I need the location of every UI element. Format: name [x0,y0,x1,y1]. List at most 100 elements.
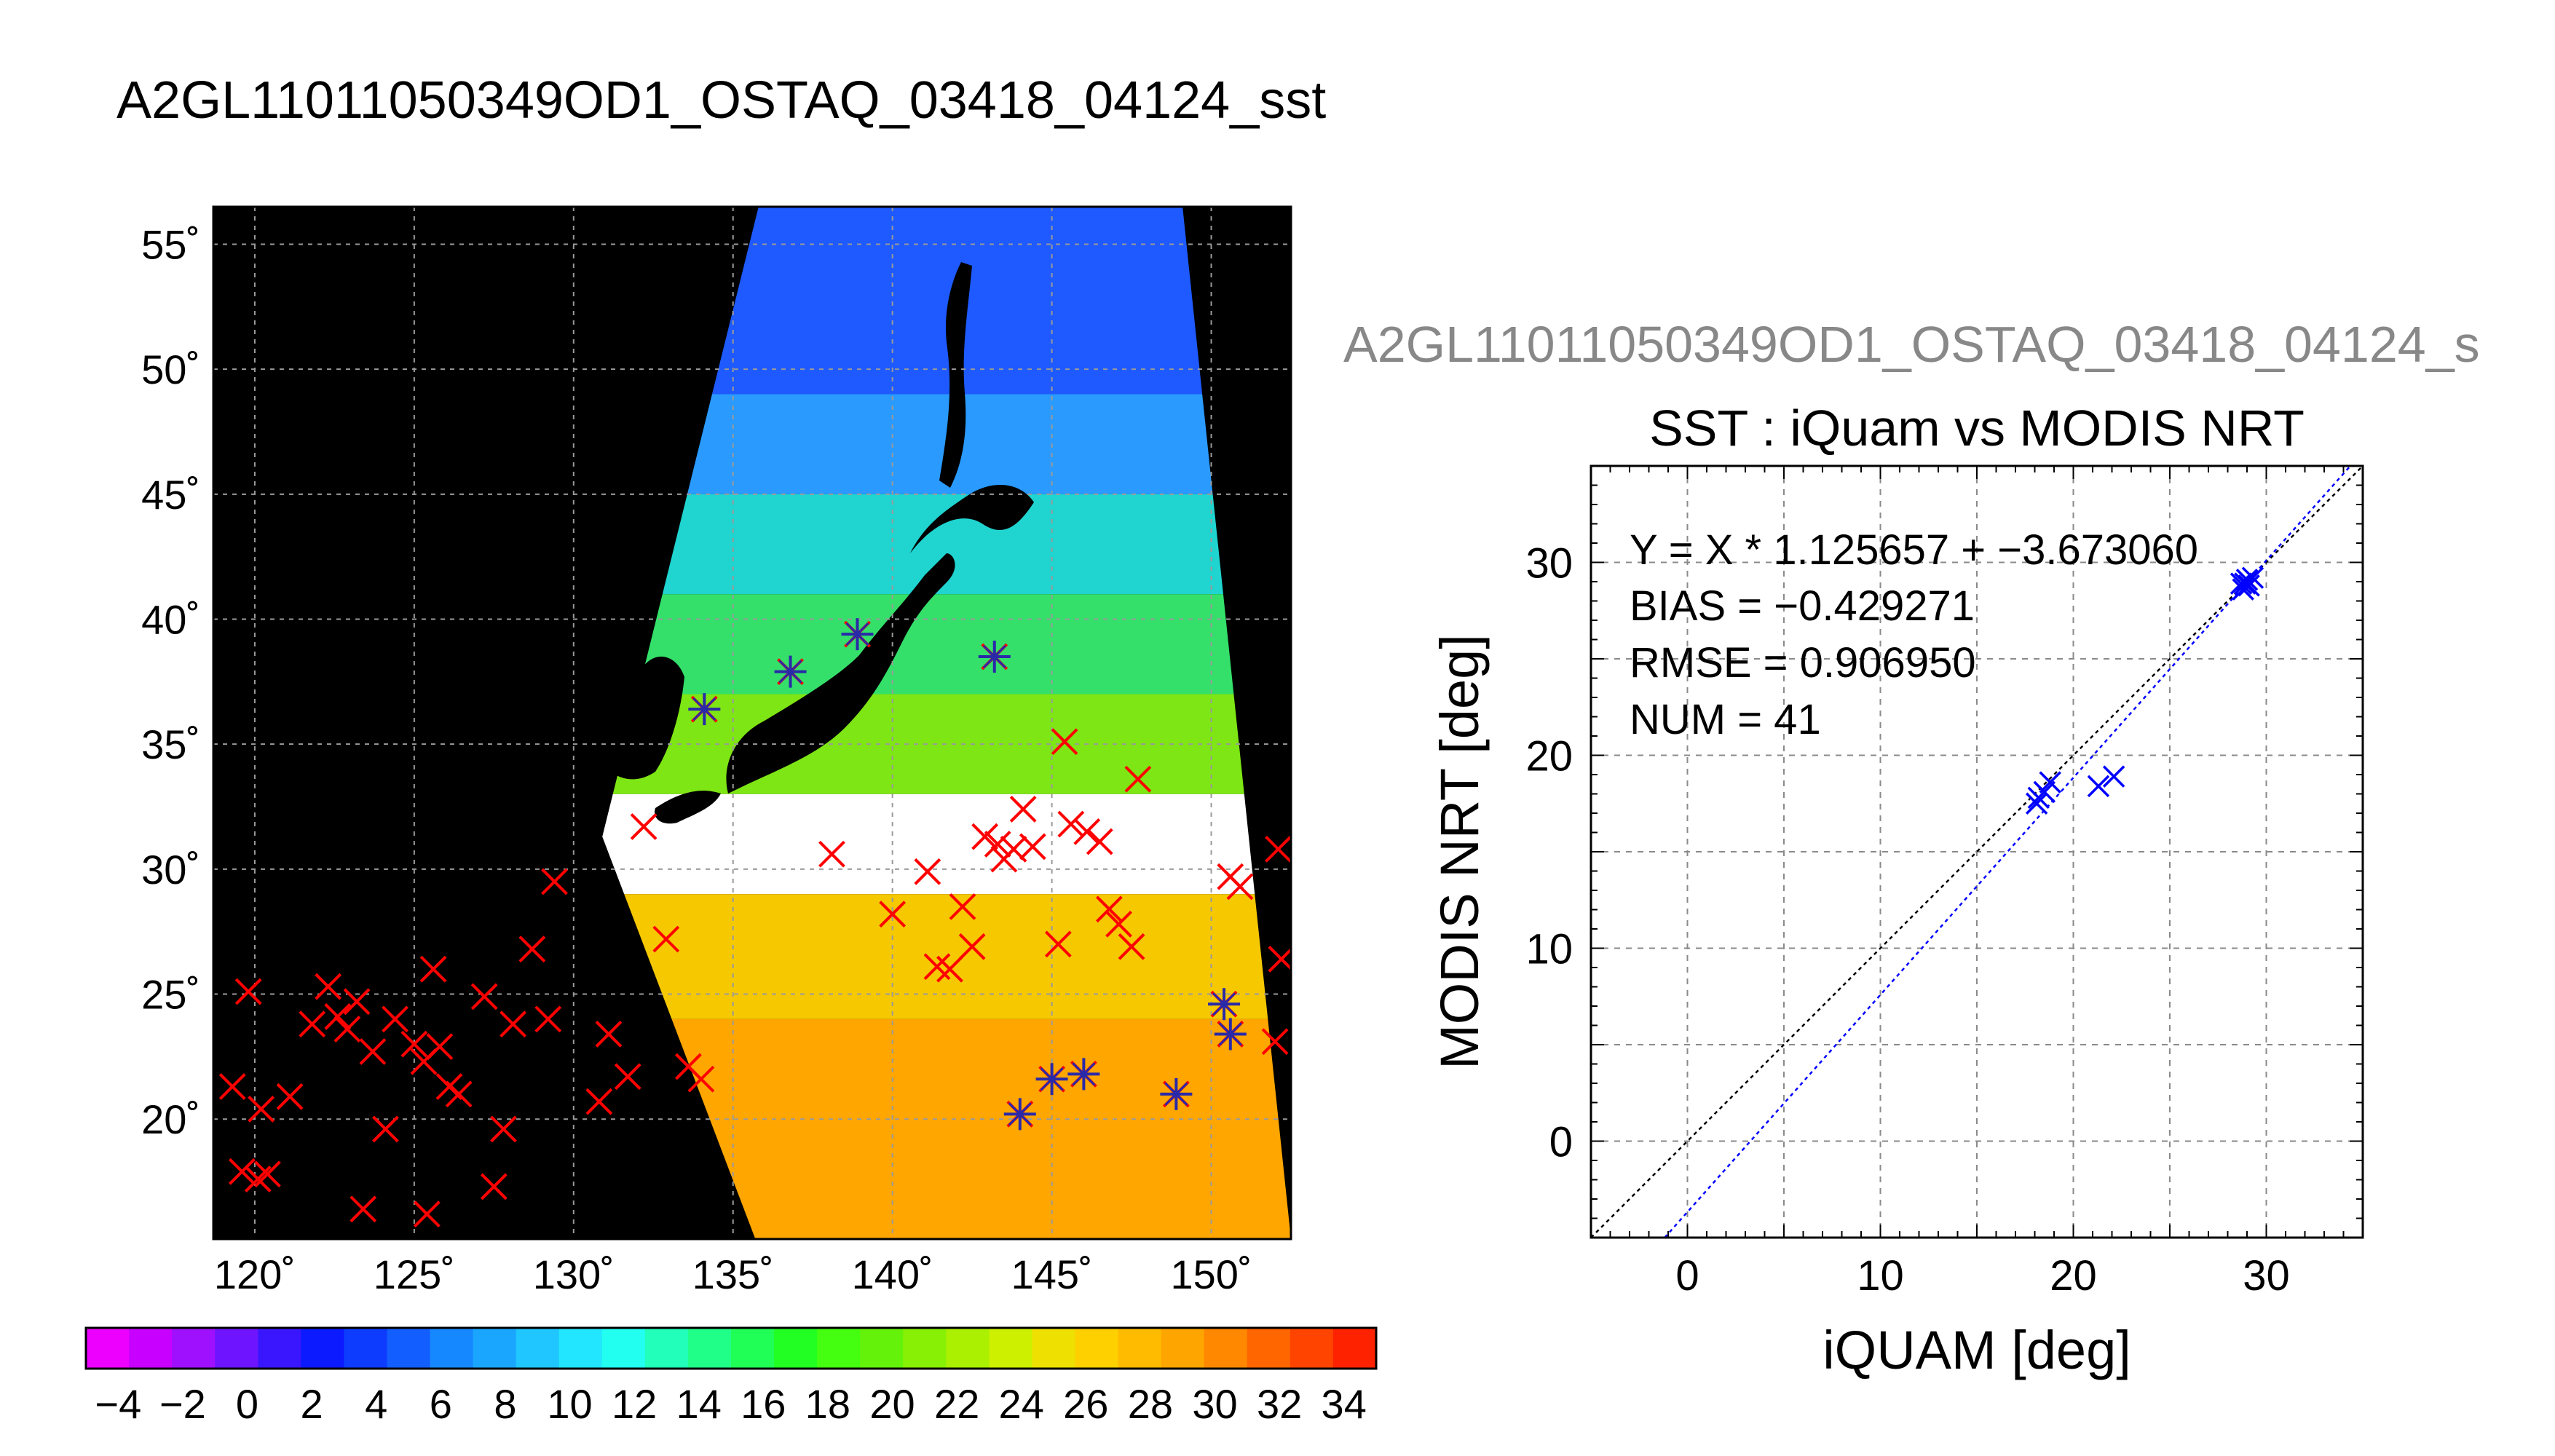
colorbar-cell [774,1328,818,1369]
unmatched-point [470,983,498,1010]
unmatched-point [445,1080,473,1108]
matched-points [688,618,1247,1131]
stats-fit: Y = X * 1.125657 + −3.673060 [1630,526,2198,574]
scatter-point [2241,566,2264,589]
colorbar-labels: −4 −2 0 2 4 6 8 10 12 14 16 18 20 22 24 26 28 30 32 34 [95,1381,1366,1427]
unmatched-point [1118,933,1145,960]
lat-tick-label: 40˚ [141,597,200,643]
unmatched-point [218,1073,246,1100]
colorbar-cell [1032,1328,1076,1369]
colorbar-cell [430,1328,474,1369]
matched-point [1214,1018,1247,1051]
unmatched-point [971,823,999,850]
stats-box: Y = X * 1.125657 + −3.673060 BIAS = −0.4… [1630,526,2198,743]
matched-point [978,641,1011,673]
colorbar-cell [301,1328,344,1369]
land-sakhalin [939,262,972,488]
lat-tick-label: 25˚ [141,972,200,1018]
unmatched-point [480,1173,508,1200]
lat-tick-label: 35˚ [141,721,200,767]
unmatched-point [315,973,342,1000]
unmatched-point [949,893,976,920]
colorbar-cell [817,1328,861,1369]
unmatched-point [350,1195,377,1223]
colorbar-label: 0 [236,1381,258,1427]
land-honshu [726,553,955,794]
scatter-point [2025,792,2048,815]
colorbar-label: 32 [1257,1381,1302,1427]
unmatched-point [1265,835,1291,863]
unmatched-point [936,955,963,983]
unmatched-point [1051,728,1078,756]
unmatched-point [1105,910,1132,938]
colorbar-label: 20 [869,1381,915,1427]
colorbar-cell [129,1328,173,1369]
unmatched-point [324,1003,352,1030]
lon-tick-label: 145˚ [1011,1251,1093,1297]
unmatched-point [914,858,941,885]
land-japan [597,262,1034,824]
sst-swath [602,207,1291,1239]
unmatched-point [400,1030,428,1058]
colorbar-cell [258,1328,301,1369]
unmatched-point [1009,796,1037,823]
lat-tick-label: 45˚ [141,472,200,518]
colorbar-label: 30 [1192,1381,1237,1427]
unmatched-point [958,933,986,960]
matched-point [1035,1063,1068,1096]
x-tick-label: 10 [1857,1252,1904,1299]
colorbar-cell [558,1328,603,1369]
figure-title: A2GL11011050349OD1_OSTAQ_03418_04124_sst [117,71,1326,130]
colorbar-cell [731,1328,775,1369]
unmatched-point [595,1021,623,1048]
colorbar-cell [903,1328,947,1369]
sst-band [602,594,1291,695]
unmatched-point [534,1005,562,1033]
colorbar-label: 24 [999,1381,1044,1427]
y-tick-label: 0 [1549,1119,1573,1166]
stats-bias: BIAS = −0.429271 [1630,582,1975,630]
stats-num: NUM = 41 [1630,696,1821,743]
scatter-point [2230,572,2253,595]
colorbar-label: 10 [547,1381,592,1427]
colorbar-label: 34 [1322,1381,1367,1427]
scatter-point [2102,765,2125,788]
land-kyushu [655,791,721,824]
colorbar-cell [687,1328,732,1369]
x-tick-label: 20 [2050,1252,2097,1299]
clipped-plot-title: A2GL11011050349OD1_OSTAQ_03418_04124_s [1343,316,2480,373]
colorbar-cell [1204,1328,1248,1369]
colorbar-cell [516,1328,560,1369]
unmatched-point [299,1010,326,1038]
colorbar-cell [1290,1328,1334,1369]
unmatched-point [614,1063,641,1091]
colorbar-cell [344,1328,387,1369]
y-tick-label: 20 [1525,733,1573,780]
unmatched-point [1057,810,1085,838]
lon-tick-labels: 120˚ 125˚ 130˚ 135˚ 140˚ 145˚ 150˚ [214,1251,1252,1297]
scatter-point [2033,780,2056,804]
matched-point [1208,988,1241,1021]
fit-line [1664,465,2351,1238]
unmatched-point [1019,833,1046,860]
unmatched-point [254,1160,281,1188]
land-korea [597,656,684,780]
unmatched-point [518,935,546,963]
lon-tick-label: 130˚ [533,1251,615,1297]
colorbar-cell [860,1328,904,1369]
y-tick-label: 10 [1525,926,1573,973]
unmatched-point [490,1115,517,1143]
unmatched-point [879,901,907,928]
map-grid [213,207,1291,1239]
unmatched-point [1095,895,1123,923]
unmatched-point [1261,1028,1289,1056]
unmatched-point [359,1038,387,1065]
unmatched-point [372,1115,399,1143]
scatter-point [2235,569,2259,591]
lat-tick-label: 20˚ [141,1096,200,1142]
unmatched-point [419,955,447,983]
unmatched-point [276,1083,304,1110]
y-tick-label: 30 [1525,540,1573,587]
lat-tick-label: 30˚ [141,847,200,893]
unmatched-point [630,813,657,840]
